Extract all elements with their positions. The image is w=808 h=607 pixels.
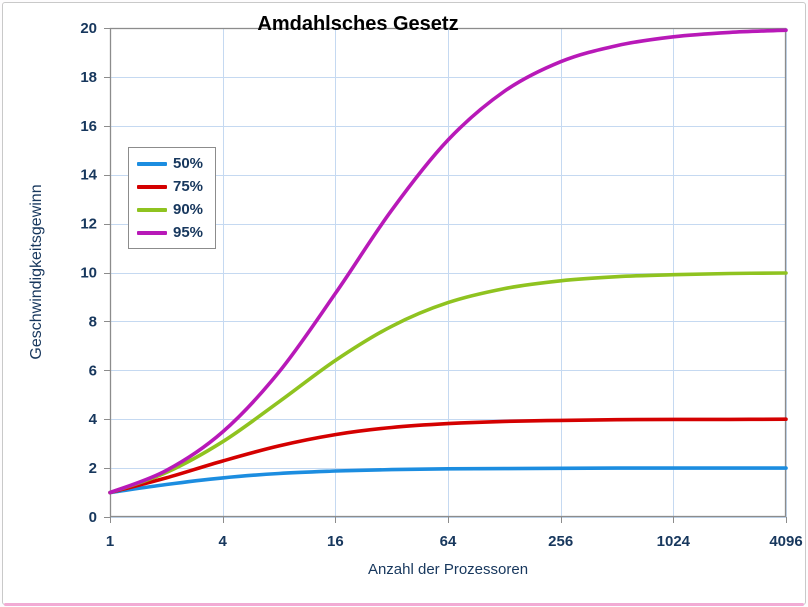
legend-line-swatch bbox=[137, 230, 167, 235]
x-tick-label: 1 bbox=[106, 533, 114, 550]
x-tick-label: 64 bbox=[440, 533, 457, 550]
x-tick-label: 256 bbox=[548, 533, 573, 550]
legend-line-swatch bbox=[137, 207, 167, 212]
y-tick-label: 16 bbox=[80, 118, 97, 135]
y-tick-label: 18 bbox=[80, 69, 97, 86]
y-tick-label: 2 bbox=[89, 460, 97, 477]
y-tick-label: 12 bbox=[80, 216, 97, 233]
x-axis-title: Anzahl der Prozessoren bbox=[367, 561, 529, 578]
y-tick-label: 8 bbox=[89, 313, 97, 330]
y-tick-label: 0 bbox=[89, 509, 97, 526]
x-tick-label: 4096 bbox=[769, 533, 802, 550]
legend-label: 95% bbox=[173, 224, 204, 241]
chart-title: Amdahlsches Gesetz bbox=[257, 13, 459, 35]
legend-item-75%: 75% bbox=[137, 176, 203, 197]
legend-line-swatch bbox=[137, 184, 167, 189]
x-tick-label: 16 bbox=[327, 533, 344, 550]
y-tick-label: 20 bbox=[80, 20, 97, 37]
x-tick-label: 1024 bbox=[657, 533, 691, 550]
legend-label: 90% bbox=[173, 201, 204, 218]
y-axis-title: Geschwindigkeitsgewinn bbox=[28, 184, 45, 360]
legend-line-swatch bbox=[137, 161, 167, 166]
bottom-accent-line bbox=[4, 603, 804, 606]
y-tick-label: 6 bbox=[89, 362, 97, 379]
y-tick-label: 4 bbox=[89, 411, 98, 428]
legend-item-95%: 95% bbox=[137, 222, 203, 243]
legend-item-50%: 50% bbox=[137, 153, 203, 174]
legend-item-90%: 90% bbox=[137, 199, 203, 220]
x-tick-label: 4 bbox=[218, 533, 227, 550]
legend: 50% 75% 90% 95% bbox=[128, 147, 217, 249]
legend-label: 75% bbox=[173, 178, 204, 195]
legend-label: 50% bbox=[173, 155, 204, 172]
y-tick-label: 14 bbox=[80, 167, 97, 184]
y-tick-label: 10 bbox=[80, 265, 97, 282]
